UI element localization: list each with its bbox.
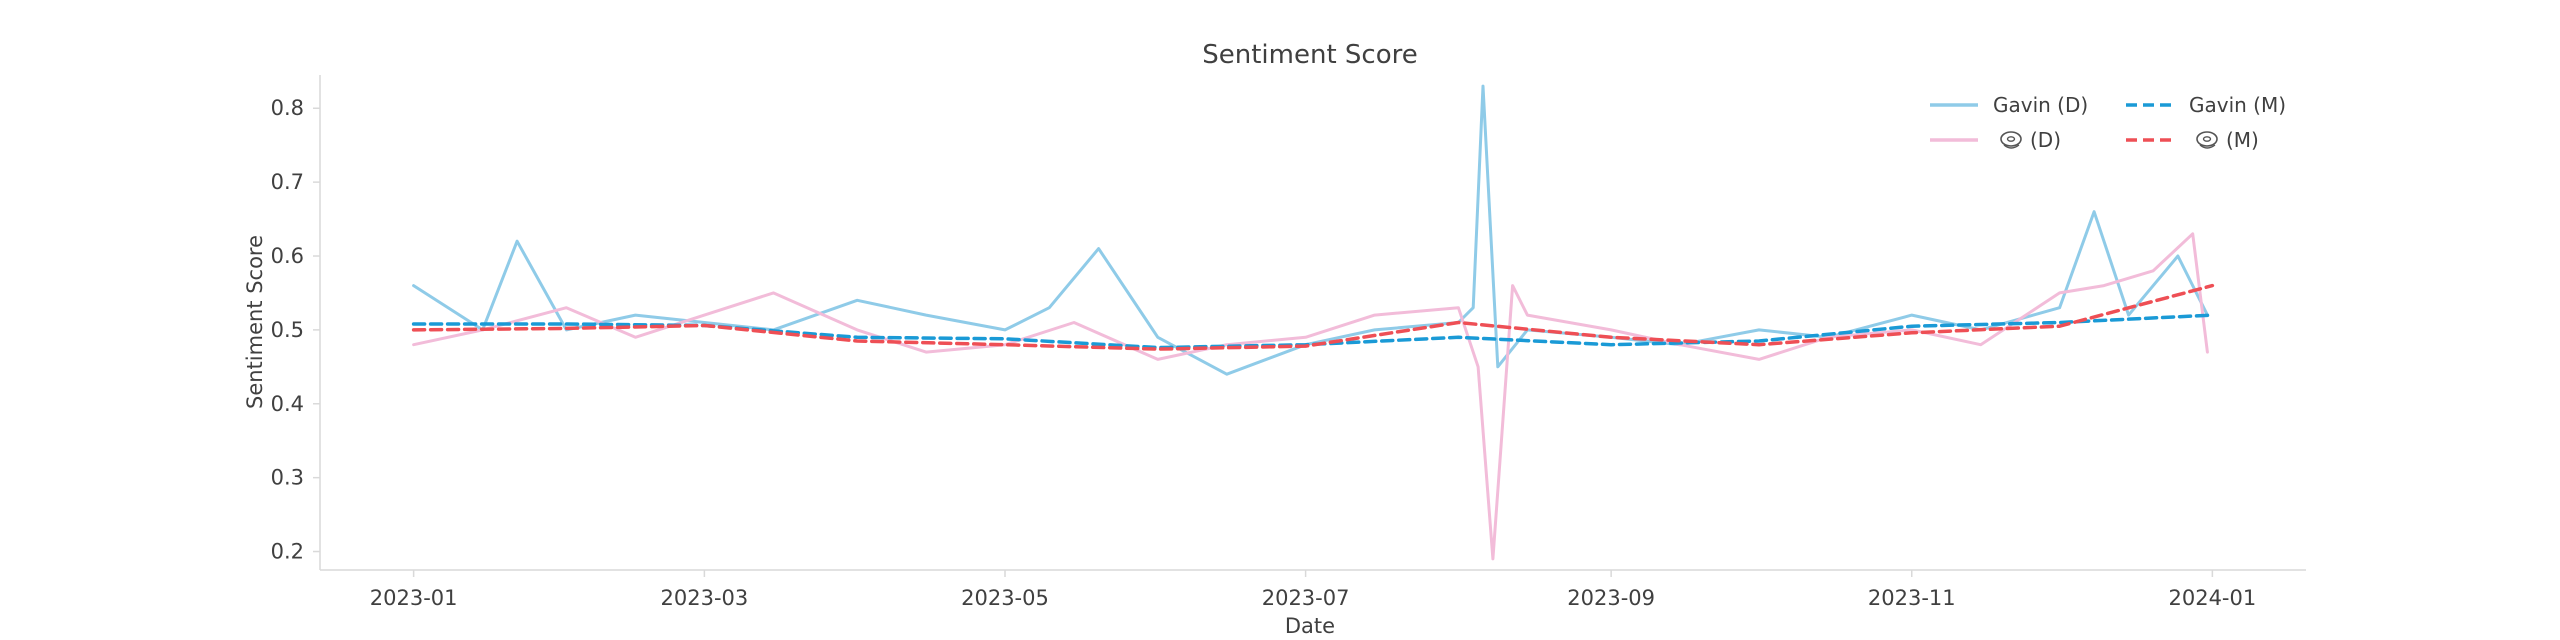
y-tick-label: 0.2 [271,540,304,564]
x-tick-label: 2023-03 [661,586,749,610]
x-tick-label: 2024-01 [2168,586,2256,610]
legend: Gavin (D) (D) Gavin (M) (M) [1930,93,2286,152]
y-tick-label: 0.6 [271,244,304,268]
x-tick-label: 2023-05 [961,586,1049,610]
series-line-1-d [412,232,2209,561]
legend-label-gavin-m: Gavin (M) [2189,93,2286,117]
bagel-icon [2196,131,2218,149]
y-ticks: 0.2 0.3 0.4 0.5 0.6 0.7 0.8 [271,96,320,564]
x-axis-label: Date [1285,614,1335,638]
y-tick-label: 0.4 [271,392,304,416]
y-tick-label: 0.8 [271,96,304,120]
legend-label-gavin-d: Gavin (D) [1993,93,2088,117]
bagel-icon [2000,131,2022,149]
y-tick-label: 0.3 [271,466,304,490]
x-ticks: 2023-01 2023-03 2023-05 2023-07 2023-09 2023-… [370,570,2256,610]
y-tick-label: 0.5 [271,318,304,342]
x-tick-label: 2023-07 [1262,586,1350,610]
y-tick-label: 0.7 [271,170,304,194]
legend-label-bagel-m: (M) [2226,128,2259,152]
series-layer [411,84,2215,561]
series-line-0-gavin-d [412,84,2209,376]
series-line-3-m [411,283,2215,351]
x-tick-label: 2023-11 [1868,586,1956,610]
legend-label-bagel-d: (D) [2030,128,2061,152]
x-tick-label: 2023-01 [370,586,458,610]
x-tick-label: 2023-09 [1567,586,1655,610]
y-axis-label: Sentiment Score [243,235,267,409]
chart-title: Sentiment Score [1202,40,1417,70]
